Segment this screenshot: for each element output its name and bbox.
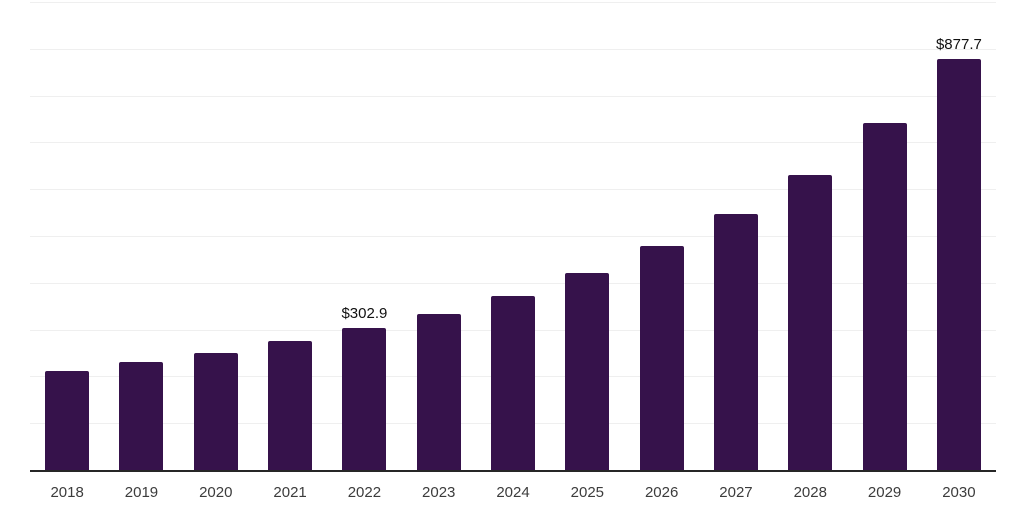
bar-slot (625, 2, 699, 470)
x-axis-line (30, 470, 996, 472)
bar-2018 (45, 370, 90, 470)
x-tick-label: 2024 (496, 484, 530, 501)
x-tick-label: 2027 (719, 484, 753, 501)
x-tick-label: 2018 (50, 484, 84, 501)
bar-2030 (936, 59, 981, 470)
bar-2025 (565, 273, 610, 470)
bar-slot (476, 2, 550, 470)
gridline (30, 142, 996, 144)
x-tick-label: 2026 (644, 484, 679, 501)
bar-value-label: $302.9 (341, 305, 388, 323)
x-tick-label: 2021 (273, 484, 307, 501)
x-tick-label: 2023 (422, 484, 456, 501)
bar-value-label: $877.7 (935, 36, 982, 54)
gridline (30, 282, 996, 284)
gridline (30, 2, 996, 3)
bar-2027 (713, 214, 758, 470)
bar-slot (847, 2, 921, 470)
bar-2022 (342, 328, 387, 470)
bar-slot (699, 2, 773, 470)
bar-slot (773, 2, 847, 470)
bar-slots: $302.9 $877.7 (30, 2, 996, 470)
x-tick-label: 2020 (199, 484, 233, 501)
bar-2028 (788, 174, 833, 470)
plot-area: $302.9 $877.7 (30, 2, 996, 470)
gridline (30, 189, 996, 191)
x-tick-label: 2029 (867, 484, 902, 501)
x-tick-label: 2019 (124, 484, 159, 501)
bar-2020 (193, 352, 238, 470)
bar-2026 (639, 246, 684, 470)
bar-slot (30, 2, 104, 470)
bar-slot (402, 2, 476, 470)
x-tick-label: 2022 (347, 484, 382, 501)
bar-slot (253, 2, 327, 470)
bar-slot (179, 2, 253, 470)
x-axis-labels: 2018 2019 2020 2021 2022 2023 2024 2025 2026 2027… (30, 484, 996, 502)
bar-slot: $877.7 (922, 2, 996, 470)
x-tick-label: 2030 (942, 484, 976, 501)
gridline (30, 48, 996, 50)
gridline (30, 95, 996, 97)
bar-2023 (416, 313, 461, 470)
bar-slot: $302.9 (327, 2, 401, 470)
gridline (30, 236, 996, 237)
bar-slot (550, 2, 624, 470)
bar-2021 (268, 341, 313, 470)
bar-2029 (862, 123, 907, 470)
x-tick-label: 2028 (793, 484, 827, 501)
x-tick-label: 2025 (570, 484, 605, 501)
bar-slot (104, 2, 178, 470)
bar-2024 (491, 295, 536, 470)
bar-2019 (119, 361, 164, 470)
